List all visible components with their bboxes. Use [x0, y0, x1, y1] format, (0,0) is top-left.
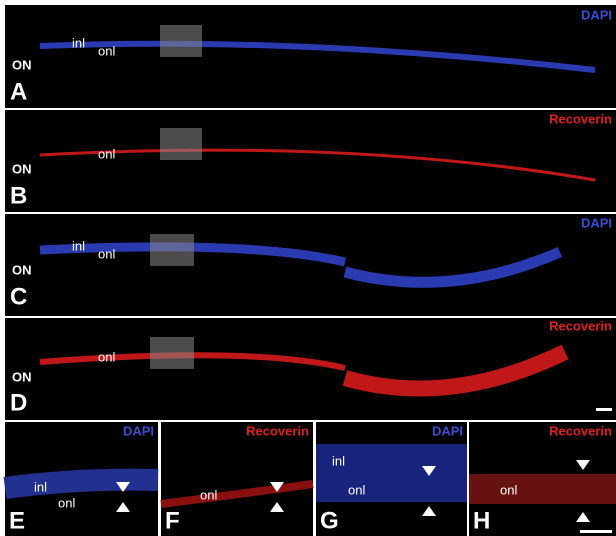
stain-label: DAPI [581, 215, 612, 230]
layer-label: onl [98, 246, 115, 261]
layer-label: onl [500, 482, 517, 497]
panel-b: Recoverin onl ON B [5, 110, 616, 212]
layer-label: inl [332, 453, 345, 468]
panel-letter: A [10, 78, 27, 105]
stain-label: Recoverin [549, 318, 612, 333]
panel-letter: E [9, 507, 25, 534]
stain-label: DAPI [432, 423, 463, 438]
on-label: ON [12, 262, 32, 277]
stain-label: DAPI [581, 7, 612, 22]
stain-label: DAPI [123, 423, 154, 438]
panel-letter: D [10, 389, 27, 416]
panel-h: Recoverin onl H [469, 422, 616, 536]
panel-d: Recoverin onl ON D [5, 318, 616, 420]
panel-f: Recoverin onl F [160, 422, 314, 536]
panel-letter: B [10, 182, 27, 209]
panel-letter: F [165, 507, 180, 534]
on-label: ON [12, 369, 32, 384]
layer-label: onl [98, 43, 115, 58]
stain-label: Recoverin [549, 111, 612, 126]
panel-letter: C [10, 283, 27, 310]
layer-label: onl [348, 482, 365, 497]
panel-c: DAPI inl onl ON C [5, 214, 616, 316]
layer-label: onl [98, 349, 115, 364]
panel-letter: G [320, 507, 339, 534]
on-label: ON [12, 57, 32, 72]
panel-letter: H [473, 507, 490, 534]
layer-label: onl [58, 495, 75, 510]
layer-label: onl [200, 487, 217, 502]
stain-label: Recoverin [246, 423, 309, 438]
panel-a: DAPI inl onl ON A [5, 5, 616, 108]
stain-label: Recoverin [549, 423, 612, 438]
panel-e: DAPI inl onl E [3, 422, 159, 536]
layer-label: inl [72, 238, 85, 253]
layer-label: inl [72, 35, 85, 50]
layer-label: onl [98, 146, 115, 161]
layer-label: inl [34, 479, 47, 494]
panel-g: DAPI inl onl G [316, 422, 467, 536]
on-label: ON [12, 161, 32, 176]
